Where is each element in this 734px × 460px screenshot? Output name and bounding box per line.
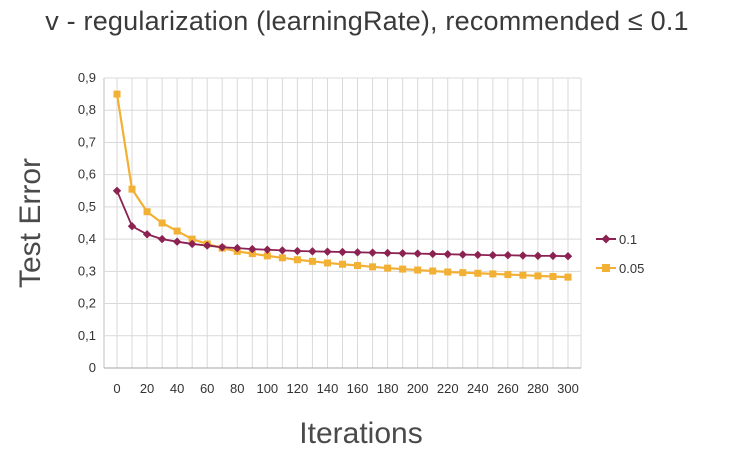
data-point-0-05: [459, 269, 467, 277]
data-point-0-1: [233, 243, 242, 253]
data-point-0-05: [444, 268, 452, 276]
data-point-0-05: [278, 254, 286, 262]
x-tick-label: 180: [377, 381, 399, 396]
data-point-0-05: [263, 252, 271, 260]
data-point-0-05: [489, 270, 497, 278]
data-point-0-1: [248, 244, 257, 254]
x-tick-label: 140: [317, 381, 339, 396]
data-point-0-05: [564, 273, 572, 281]
data-point-0-1: [353, 248, 362, 257]
data-point-0-1: [112, 186, 122, 195]
data-point-0-05: [399, 265, 407, 273]
data-point-0-1: [518, 251, 528, 260]
legend-marker: [601, 234, 611, 244]
data-point-0-1: [157, 234, 167, 244]
data-point-0-1: [263, 245, 272, 254]
y-tick-label: 0: [89, 360, 96, 375]
legend-marker: [602, 264, 610, 272]
x-tick-label: 220: [437, 381, 459, 396]
tick-labels: 0 0,1 0,2 0,3 0,4 0,5 0,6 0,7 0,8 0,9 0 20 40 60 80 100…: [78, 70, 579, 396]
data-point-0-05: [173, 227, 181, 235]
data-point-0-1: [428, 249, 437, 259]
data-point-0-05: [113, 90, 121, 98]
chart-legend: 0.1 0.05: [596, 232, 644, 276]
data-point-0-1: [338, 247, 347, 257]
data-point-0-05: [308, 257, 316, 265]
x-tick-label: 300: [557, 381, 579, 396]
data-point-0-05: [474, 269, 482, 277]
data-point-0-05: [549, 272, 557, 280]
data-point-0-1: [323, 247, 332, 256]
grid-lines: [103, 77, 582, 369]
x-tick-label: 20: [140, 381, 154, 396]
legend-label: 0.1: [619, 232, 637, 247]
x-tick-label: 80: [230, 381, 244, 396]
data-point-0-05: [339, 260, 346, 268]
data-point-0-1: [473, 250, 482, 260]
data-point-0-05: [188, 235, 196, 243]
y-axis-title: Test Error: [14, 158, 47, 288]
y-tick-label: 0,3: [78, 263, 96, 278]
y-tick-label: 0,4: [78, 231, 96, 246]
data-point-0-05: [534, 272, 542, 280]
data-point-0-1: [142, 230, 152, 239]
data-point-0-05: [128, 185, 136, 193]
y-tick-label: 0,1: [78, 328, 96, 343]
data-point-0-1: [172, 237, 182, 246]
data-point-0-1: [293, 246, 302, 256]
y-tick-label: 0,5: [78, 199, 96, 214]
x-tick-label: 160: [347, 381, 369, 396]
x-tick-label: 60: [200, 381, 214, 396]
y-tick-label: 0,8: [78, 102, 96, 117]
data-point-0-05: [158, 219, 166, 227]
data-point-0-1: [458, 250, 467, 259]
chart-title: v - regularization (learningRate), recom…: [45, 6, 689, 36]
x-tick-label: 200: [407, 381, 429, 396]
series-markers: [112, 90, 573, 281]
x-axis-title: Iterations: [299, 417, 422, 450]
x-tick-label: 100: [256, 381, 278, 396]
data-point-0-1: [368, 248, 377, 257]
data-point-0-1: [413, 249, 422, 258]
data-point-0-05: [248, 250, 256, 258]
y-tick-label: 0,2: [78, 296, 96, 311]
x-tick-label: 260: [497, 381, 519, 396]
data-point-0-05: [354, 262, 362, 270]
data-point-0-1: [218, 242, 227, 252]
x-tick-label: 40: [170, 381, 184, 396]
data-point-0-1: [398, 249, 407, 258]
y-tick-label: 0,9: [78, 70, 96, 85]
data-point-0-1: [308, 247, 317, 256]
data-point-0-1: [533, 251, 543, 261]
y-tick-label: 0,7: [78, 134, 96, 149]
data-point-0-1: [203, 241, 212, 250]
data-point-0-1: [383, 248, 392, 258]
data-point-0-05: [293, 256, 301, 264]
data-point-0-1: [278, 246, 287, 255]
data-point-0-05: [504, 271, 512, 279]
data-point-0-05: [429, 267, 437, 275]
data-point-0-1: [548, 251, 558, 261]
x-tick-label: 120: [287, 381, 309, 396]
data-point-0-05: [384, 264, 392, 272]
data-point-0-05: [323, 259, 331, 267]
data-point-0-1: [187, 239, 197, 249]
data-point-0-05: [143, 208, 151, 216]
legend-label: 0.05: [619, 261, 644, 276]
data-point-0-1: [488, 251, 498, 260]
x-tick-label: 0: [113, 381, 120, 396]
data-point-0-1: [503, 251, 513, 260]
x-tick-label: 280: [527, 381, 549, 396]
data-point-0-05: [369, 263, 377, 271]
y-tick-label: 0,6: [78, 167, 96, 182]
data-point-0-1: [127, 222, 137, 231]
x-tick-label: 240: [467, 381, 489, 396]
data-point-0-05: [414, 266, 422, 274]
data-point-0-1: [563, 251, 573, 261]
data-point-0-05: [519, 271, 527, 279]
data-point-0-1: [443, 250, 452, 259]
